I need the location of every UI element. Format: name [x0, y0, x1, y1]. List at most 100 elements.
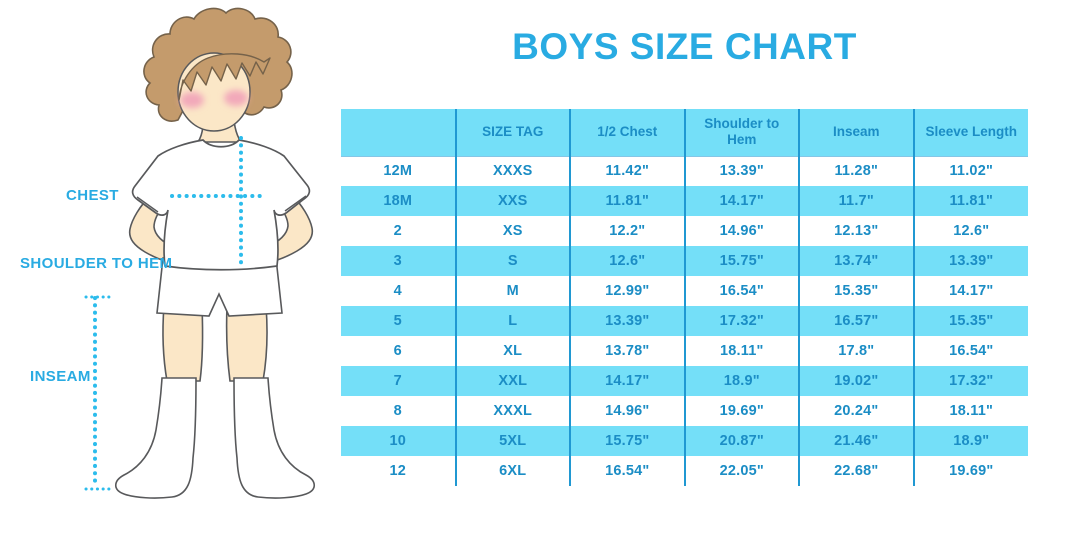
- measurement-cell: XL: [455, 336, 571, 366]
- table-row: 2 XS 12.2" 14.96" 12.13" 12.6": [341, 216, 1028, 246]
- row-size-label-cell: 12M: [341, 156, 457, 186]
- measurement-cell: 13.74": [799, 246, 915, 276]
- table-row: 12 6XL 16.54" 22.05" 22.68" 19.69": [341, 456, 1028, 486]
- boy-right-leg: [225, 305, 268, 382]
- column-header-cell: Sleeve Length: [913, 109, 1028, 157]
- measurement-cell: 13.39": [684, 156, 800, 186]
- measurement-cell: 15.75": [684, 246, 800, 276]
- measurement-cell: 16.54": [684, 276, 800, 306]
- measurement-cell: 15.75": [570, 426, 686, 456]
- measurement-cell: 20.87": [684, 426, 800, 456]
- measurement-cell: 17.32": [913, 366, 1028, 396]
- column-header-cell: Inseam: [799, 109, 915, 157]
- measurement-cell: 18.9": [684, 366, 800, 396]
- measurement-cell: S: [455, 246, 571, 276]
- row-size-label-cell: 12: [341, 456, 457, 486]
- measurement-cell: 18.11": [684, 336, 800, 366]
- measurement-cell: 11.42": [570, 156, 686, 186]
- measurement-cell: 11.7": [799, 186, 915, 216]
- measurement-cell: 13.39": [913, 246, 1028, 276]
- table-row: 8 XXXL 14.96" 19.69" 20.24" 18.11": [341, 396, 1028, 426]
- size-table: SIZE TAG 1/2 Chest Shoulder to Hem Inseam Sl…: [341, 109, 1028, 486]
- measurement-cell: 13.39": [570, 306, 686, 336]
- measurement-cell: 19.69": [684, 396, 800, 426]
- measurement-cell: 12.2": [570, 216, 686, 246]
- measurement-cell: 22.05": [684, 456, 800, 486]
- table-row: 10 5XL 15.75" 20.87" 21.46" 18.9": [341, 426, 1028, 456]
- table-row: 4 M 12.99" 16.54" 15.35" 14.17": [341, 276, 1028, 306]
- size-table-header: SIZE TAG 1/2 Chest Shoulder to Hem Inseam Sl…: [341, 109, 1028, 157]
- boy-left-sleeve-hem: [136, 196, 159, 213]
- measurement-cell: 17.8": [799, 336, 915, 366]
- measurement-cell: 5XL: [455, 426, 571, 456]
- measurement-cell: 14.96": [570, 396, 686, 426]
- measurement-cell: 15.35": [913, 306, 1028, 336]
- measurement-cell: XXXS: [455, 156, 571, 186]
- table-row: 3 S 12.6" 15.75" 13.74" 13.39": [341, 246, 1028, 276]
- table-row: 5 L 13.39" 17.32" 16.57" 15.35": [341, 306, 1028, 336]
- header-row: SIZE TAG 1/2 Chest Shoulder to Hem Inseam Sl…: [341, 109, 1028, 157]
- measurement-cell: M: [455, 276, 571, 306]
- boy-measurement-illustration: [84, 7, 316, 499]
- boy-right-sleeve-hem: [284, 195, 307, 212]
- measurement-cell: 21.46": [799, 426, 915, 456]
- measurement-cell: 18.9": [913, 426, 1028, 456]
- table-row: 12M XXXS 11.42" 13.39" 11.28" 11.02": [341, 156, 1028, 186]
- measurement-cell: XXL: [455, 366, 571, 396]
- row-size-label-cell: 7: [341, 366, 457, 396]
- row-size-label-cell: 8: [341, 396, 457, 426]
- measurement-cell: 19.69": [949, 463, 994, 479]
- boy-hair-fringe: [178, 53, 271, 101]
- row-size-label-cell: 6: [341, 336, 457, 366]
- measurement-cell: 16.54": [949, 343, 994, 359]
- shoulder-to-hem-label: SHOULDER TO HEM: [20, 255, 173, 272]
- measurement-cell: 12.13": [799, 216, 915, 246]
- measurement-cell: 6XL: [455, 456, 571, 486]
- measurement-cell: XS: [455, 216, 571, 246]
- inseam-label: INSEAM: [30, 368, 91, 385]
- measurement-cell: 13.78": [570, 336, 686, 366]
- column-header-cell: 1/2 Chest: [570, 109, 686, 157]
- measurement-cell: 15.35": [799, 276, 915, 306]
- boy-left-sock: [114, 377, 197, 499]
- table-row: 18M XXS 11.81" 14.17" 11.7" 11.81": [341, 186, 1028, 216]
- row-size-label-cell: 2: [341, 216, 457, 246]
- measurement-cell: 16.54": [570, 456, 686, 486]
- boy-left-cheek: [180, 92, 204, 108]
- measurement-cell: 12.99": [570, 276, 686, 306]
- measurement-cell: 14.17": [949, 283, 994, 299]
- measurement-cell: 14.96": [684, 216, 800, 246]
- measurement-cell: 19.02": [799, 366, 915, 396]
- measurement-cell: 12.6": [570, 246, 686, 276]
- measurement-cell: L: [455, 306, 571, 336]
- boy-tshirt: [131, 139, 311, 271]
- boy-left-leg: [162, 305, 204, 382]
- measurement-cell: 11.02": [949, 163, 994, 180]
- column-header-cell: SIZE TAG: [455, 109, 571, 157]
- measurement-cell: 18.11": [949, 403, 994, 419]
- measurement-cell: XXXL: [455, 396, 571, 426]
- measurement-cell: 20.24": [799, 396, 915, 426]
- measurement-cell: 14.17": [684, 186, 800, 216]
- measurement-cell: 17.32": [684, 306, 800, 336]
- chest-label: CHEST: [66, 187, 119, 204]
- boy-shorts: [156, 257, 283, 317]
- measurement-cell: 11.81": [913, 186, 1028, 216]
- column-header-cell: Shoulder to Hem: [684, 109, 800, 157]
- measurement-cell: 14.17": [570, 366, 686, 396]
- boy-right-cheek: [224, 90, 248, 106]
- boy-right-sock: [233, 377, 316, 499]
- corner-header-cell: [341, 109, 457, 157]
- table-row: 7 XXL 14.17" 18.9" 19.02" 17.32": [341, 366, 1028, 396]
- row-size-label-cell: 3: [341, 246, 457, 276]
- row-size-label-cell: 4: [341, 276, 457, 306]
- row-size-label-cell: 5: [341, 306, 457, 336]
- row-size-label-cell: 10: [341, 426, 457, 456]
- measurement-cell: 22.68": [799, 456, 915, 486]
- measurement-cell: 11.81": [570, 186, 686, 216]
- measurement-cell: XXS: [455, 186, 571, 216]
- measurement-cell: 12.6": [953, 223, 990, 239]
- row-size-label-cell: 18M: [341, 186, 457, 216]
- measurement-cell: 11.28": [799, 156, 915, 186]
